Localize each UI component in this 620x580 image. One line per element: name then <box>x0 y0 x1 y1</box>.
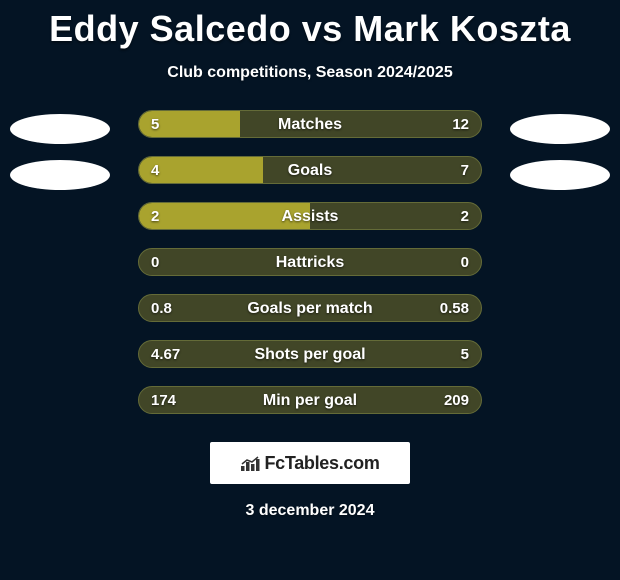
fctables-logo[interactable]: FcTables.com <box>210 442 410 484</box>
stat-bar-fill <box>139 203 310 229</box>
stat-value-left: 0 <box>151 249 159 276</box>
player1-name: Eddy Salcedo <box>49 8 291 49</box>
stat-bar-fill <box>139 111 240 137</box>
stat-bar-fill <box>139 157 263 183</box>
stat-bar: 5Matches12 <box>138 110 482 138</box>
stat-value-right: 5 <box>461 341 469 368</box>
stat-bar: 4.67Shots per goal5 <box>138 340 482 368</box>
stat-row: 4Goals7 <box>0 156 620 202</box>
stat-value-right: 2 <box>461 203 469 230</box>
stat-bar: 0Hattricks0 <box>138 248 482 276</box>
vs-text: vs <box>302 8 343 49</box>
stat-value-right: 7 <box>461 157 469 184</box>
stat-value-left: 4.67 <box>151 341 180 368</box>
player2-name: Mark Koszta <box>353 8 571 49</box>
stat-value-right: 0.58 <box>440 295 469 322</box>
player2-badge <box>510 114 610 144</box>
stat-bar: 2Assists2 <box>138 202 482 230</box>
stat-row: 174Min per goal209 <box>0 386 620 432</box>
stat-value-right: 209 <box>444 387 469 414</box>
stat-label: Hattricks <box>139 249 481 276</box>
chart-icon <box>240 456 260 472</box>
stat-label: Goals per match <box>139 295 481 322</box>
logo-text: FcTables.com <box>240 453 379 474</box>
stat-row: 4.67Shots per goal5 <box>0 340 620 386</box>
date-label: 3 december 2024 <box>0 502 620 520</box>
stat-value-right: 0 <box>461 249 469 276</box>
stat-label: Shots per goal <box>139 341 481 368</box>
comparison-title: Eddy Salcedo vs Mark Koszta <box>0 0 620 50</box>
stat-bar: 4Goals7 <box>138 156 482 184</box>
stat-value-right: 12 <box>452 111 469 138</box>
logo-label: FcTables.com <box>264 453 379 473</box>
player2-badge <box>510 160 610 190</box>
stat-row: 0Hattricks0 <box>0 248 620 294</box>
player1-badge <box>10 160 110 190</box>
stat-row: 0.8Goals per match0.58 <box>0 294 620 340</box>
player1-badge <box>10 114 110 144</box>
stat-row: 5Matches12 <box>0 110 620 156</box>
stat-bar: 174Min per goal209 <box>138 386 482 414</box>
stat-label: Min per goal <box>139 387 481 414</box>
stat-value-left: 0.8 <box>151 295 172 322</box>
stat-bar: 0.8Goals per match0.58 <box>138 294 482 322</box>
subtitle: Club competitions, Season 2024/2025 <box>0 64 620 82</box>
stat-value-left: 174 <box>151 387 176 414</box>
stat-row: 2Assists2 <box>0 202 620 248</box>
